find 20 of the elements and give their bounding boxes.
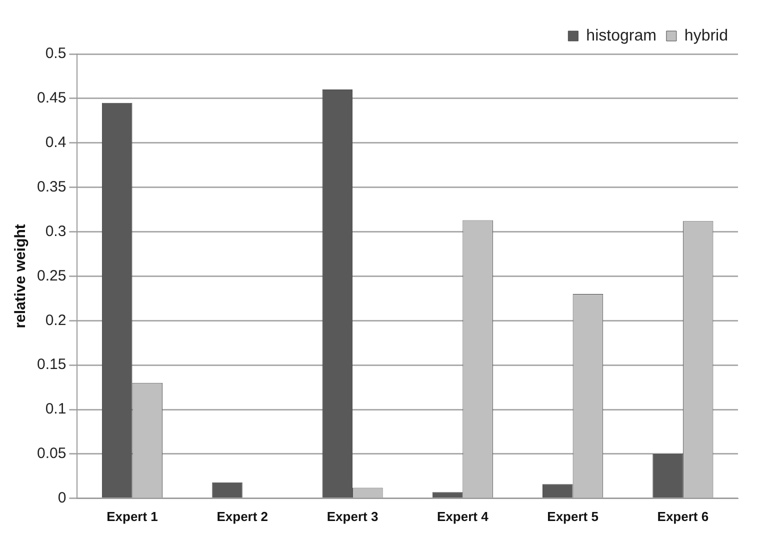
- y-tick-label: 0: [58, 490, 66, 507]
- x-tick-label: Expert 5: [547, 508, 598, 524]
- y-axis-title: relative weight: [12, 224, 30, 328]
- y-tick-label: 0.2: [45, 312, 66, 329]
- y-tick-label: 0.3: [45, 222, 66, 240]
- y-tick-label: 0.5: [45, 45, 66, 62]
- x-tick-label: Expert 4: [437, 508, 490, 524]
- x-tick-label: Expert 3: [326, 508, 378, 524]
- x-tick-label: Expert 2: [216, 508, 268, 524]
- y-tick-label: 0.1: [45, 400, 66, 418]
- y-tick-label: 0.45: [36, 90, 66, 107]
- legend-label: histogram: [586, 27, 656, 44]
- y-tick-label: 0.25: [36, 267, 66, 284]
- y-tick-label: 0.35: [36, 178, 66, 196]
- x-tick-label: Expert 1: [106, 508, 158, 524]
- y-tick-label: 0.15: [36, 356, 66, 374]
- x-tick-label: Expert 6: [657, 508, 709, 524]
- y-tick-label: 0.05: [36, 445, 66, 462]
- y-tick-label: 0.4: [45, 134, 66, 152]
- legend-label: hybrid: [684, 27, 728, 44]
